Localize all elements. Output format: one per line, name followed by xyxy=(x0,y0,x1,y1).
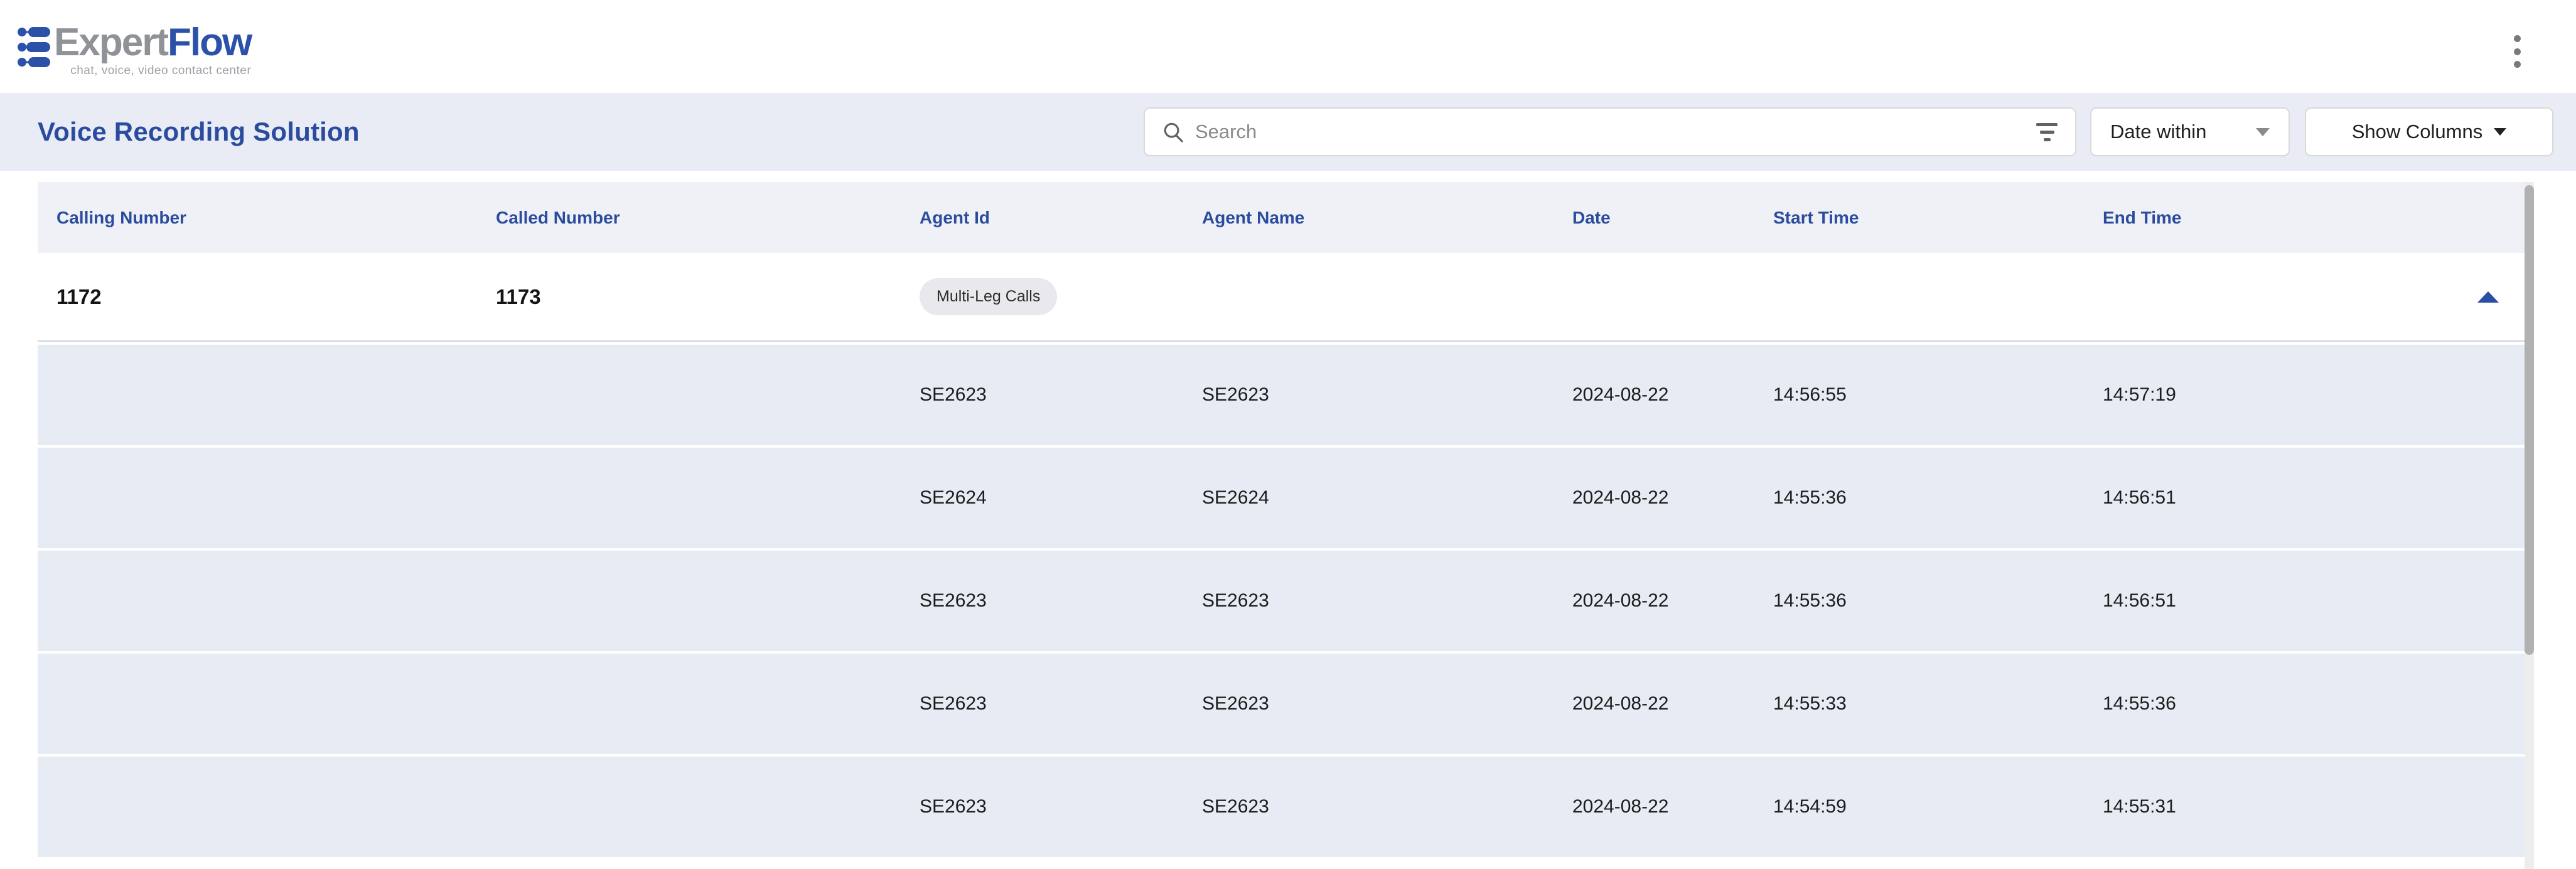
agent-name-value: SE2624 xyxy=(1202,487,1269,508)
end-time-value: 14:55:36 xyxy=(2103,693,2176,714)
end-time-value: 14:55:31 xyxy=(2103,796,2176,817)
page-title: Voice Recording Solution xyxy=(38,117,360,146)
search-box[interactable] xyxy=(1144,107,2076,156)
column-header-called-number: Called Number xyxy=(496,207,620,227)
logo-text: ExpertFlow chat, voice, video contact ce… xyxy=(54,21,252,78)
logo-word-flow: Flow xyxy=(167,21,252,64)
logo-word-expert: Expert xyxy=(54,21,169,64)
start-time-value: 14:56:55 xyxy=(1773,384,1847,405)
agent-name-value: SE2623 xyxy=(1202,693,1269,714)
logo-tagline: chat, voice, video contact center xyxy=(70,64,252,77)
start-time-value: 14:55:36 xyxy=(1773,487,1847,508)
calling-number-value: 1172 xyxy=(56,284,102,308)
filter-list-icon[interactable] xyxy=(2035,121,2059,143)
agent-id-value: SE2624 xyxy=(920,487,987,508)
chevron-down-icon xyxy=(2256,127,2270,136)
logo-wordmark: ExpertFlow xyxy=(54,21,252,64)
date-value: 2024-08-22 xyxy=(1572,693,1669,714)
call-group-row[interactable]: 1172 1173 Multi-Leg Calls xyxy=(38,253,2525,342)
table-row[interactable]: SE2623 SE2623 2024-08-22 14:54:59 14:55:… xyxy=(38,757,2525,857)
triangle-up-icon xyxy=(2477,291,2499,303)
date-value: 2024-08-22 xyxy=(1572,384,1669,405)
multi-leg-calls-badge: Multi-Leg Calls xyxy=(920,278,1058,315)
agent-name-value: SE2623 xyxy=(1202,384,1269,405)
end-time-value: 14:57:19 xyxy=(2103,384,2176,405)
date-within-label: Date within xyxy=(2110,121,2207,143)
start-time-value: 14:54:59 xyxy=(1773,796,1847,817)
table-row[interactable]: SE2623 SE2623 2024-08-22 14:55:33 14:55:… xyxy=(38,654,2525,754)
expertflow-list-icon xyxy=(18,27,50,67)
start-time-value: 14:55:33 xyxy=(1773,693,1847,714)
agent-id-value: SE2623 xyxy=(920,796,987,817)
agent-name-value: SE2623 xyxy=(1202,796,1269,817)
table-header-row: Calling Number Called Number Agent Id Ag… xyxy=(38,182,2525,253)
agent-name-value: SE2623 xyxy=(1202,590,1269,611)
vertical-scrollbar[interactable] xyxy=(2525,182,2534,869)
collapse-group-button[interactable] xyxy=(2473,284,2503,310)
kebab-menu-icon[interactable] xyxy=(2504,35,2530,68)
recordings-table: Calling Number Called Number Agent Id Ag… xyxy=(38,182,2525,857)
column-header-start-time: Start Time xyxy=(1773,207,1859,227)
agent-id-value: SE2623 xyxy=(920,590,987,611)
chevron-down-icon xyxy=(2494,128,2507,136)
toolbar: Voice Recording Solution Date within Sho… xyxy=(0,93,2576,171)
column-header-end-time: End Time xyxy=(2103,207,2182,227)
called-number-value: 1173 xyxy=(496,284,541,308)
date-within-select[interactable]: Date within xyxy=(2090,107,2290,156)
search-input[interactable] xyxy=(1195,121,2035,143)
column-header-date: Date xyxy=(1572,207,1611,227)
top-bar: ExpertFlow chat, voice, video contact ce… xyxy=(0,0,2576,93)
date-value: 2024-08-22 xyxy=(1572,590,1669,611)
date-value: 2024-08-22 xyxy=(1572,487,1669,508)
badge-cell: Multi-Leg Calls xyxy=(901,253,1183,340)
end-time-value: 14:56:51 xyxy=(2103,590,2176,611)
column-header-calling-number: Calling Number xyxy=(56,207,186,227)
date-value: 2024-08-22 xyxy=(1572,796,1669,817)
table-row[interactable]: SE2623 SE2623 2024-08-22 14:56:55 14:57:… xyxy=(38,345,2525,445)
scrollbar-thumb[interactable] xyxy=(2525,185,2534,655)
start-time-value: 14:55:36 xyxy=(1773,590,1847,611)
agent-id-value: SE2623 xyxy=(920,384,987,405)
show-columns-label: Show Columns xyxy=(2351,121,2483,143)
column-header-agent-name: Agent Name xyxy=(1202,207,1305,227)
agent-id-value: SE2623 xyxy=(920,693,987,714)
end-time-value: 14:56:51 xyxy=(2103,487,2176,508)
column-header-agent-id: Agent Id xyxy=(920,207,990,227)
search-icon xyxy=(1164,122,1183,143)
table-row[interactable]: SE2624 SE2624 2024-08-22 14:55:36 14:56:… xyxy=(38,448,2525,548)
show-columns-button[interactable]: Show Columns xyxy=(2305,107,2553,156)
table-row[interactable]: SE2623 SE2623 2024-08-22 14:55:36 14:56:… xyxy=(38,551,2525,651)
expertflow-logo: ExpertFlow chat, voice, video contact ce… xyxy=(18,21,252,78)
